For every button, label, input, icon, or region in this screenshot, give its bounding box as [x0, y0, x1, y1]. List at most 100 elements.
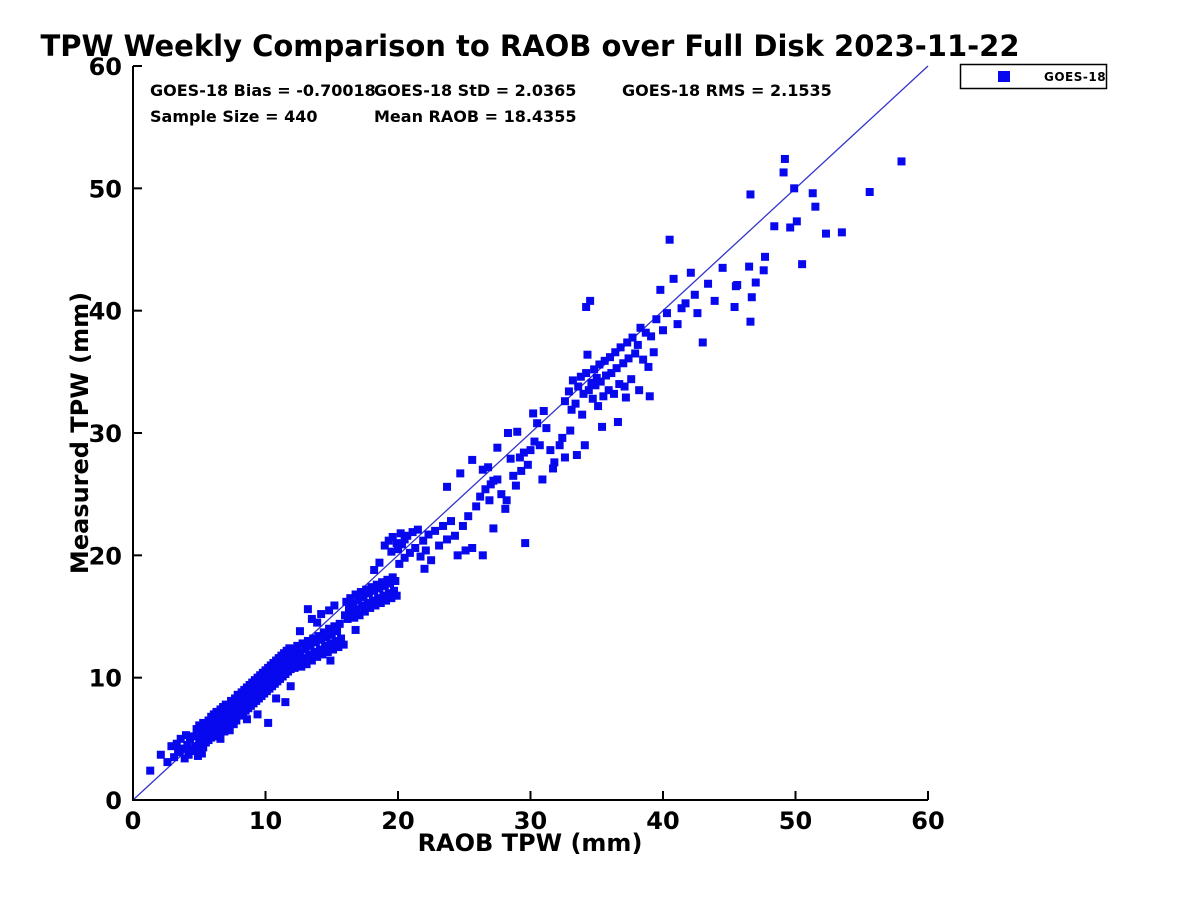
data-point [327, 630, 336, 639]
data-point [146, 766, 155, 775]
data-point [604, 386, 613, 395]
data-point [509, 471, 518, 480]
data-point [468, 455, 477, 464]
data-point [759, 266, 768, 275]
data-point [693, 309, 702, 318]
data-point [612, 364, 621, 373]
data-point [392, 539, 401, 548]
data-point [394, 545, 402, 554]
data-point [352, 605, 361, 614]
data-point [517, 466, 526, 475]
data-point [493, 443, 502, 452]
data-point [307, 614, 316, 623]
x-axis-label: RAOB TPW (mm) [418, 829, 643, 857]
data-point [337, 634, 346, 643]
data-point [558, 433, 567, 442]
data-point [443, 482, 452, 491]
data-point [167, 742, 176, 751]
data-point [600, 356, 609, 365]
data-point [343, 614, 352, 623]
data-point [628, 333, 637, 342]
data-point [376, 599, 385, 608]
data-point [595, 360, 604, 369]
data-point [456, 469, 465, 478]
x-tick-label: 20 [381, 807, 414, 835]
y-tick-label: 20 [89, 542, 122, 570]
data-point [481, 485, 490, 494]
data-point [216, 734, 225, 743]
tick-labels-layer: 0 10 20 30 40 50 60 0 10 20 30 40 50 60 [89, 53, 945, 835]
data-point [281, 698, 290, 707]
x-tick-label: 40 [646, 807, 679, 835]
data-point [730, 302, 739, 311]
data-point [458, 521, 467, 530]
data-point [526, 446, 535, 455]
data-point [303, 605, 312, 614]
data-point [294, 657, 303, 666]
data-point [317, 610, 326, 619]
data-point [347, 608, 356, 617]
data-point [299, 654, 308, 663]
data-point [189, 732, 198, 741]
data-point [290, 663, 299, 672]
data-point [533, 419, 542, 428]
data-point [478, 551, 487, 560]
data-point [503, 429, 512, 437]
data-point [443, 535, 452, 544]
data-point [535, 441, 544, 450]
data-point [302, 660, 311, 669]
y-tick-label: 0 [105, 787, 122, 815]
data-point [358, 601, 367, 610]
data-point [310, 647, 319, 656]
y-tick-label: 40 [89, 298, 122, 326]
data-point [317, 635, 326, 644]
y-tick-label: 60 [89, 53, 122, 81]
data-point [588, 394, 597, 403]
data-point [792, 217, 801, 226]
data-point [382, 596, 391, 605]
data-point [396, 529, 405, 538]
data-point [649, 348, 658, 357]
data-point [199, 743, 208, 752]
data-point [468, 543, 477, 552]
data-point [351, 590, 360, 599]
data-point [574, 382, 583, 391]
legend: GOES-18 [959, 63, 1108, 90]
data-point [364, 589, 373, 598]
data-point [761, 252, 770, 261]
data-point [550, 458, 559, 467]
data-point [413, 525, 422, 534]
data-point [644, 362, 653, 371]
data-point [647, 332, 656, 341]
data-point [359, 592, 368, 601]
data-point [515, 453, 524, 462]
data-point [354, 596, 363, 605]
data-point [447, 517, 455, 526]
data-point [253, 710, 262, 719]
y-axis-label: Measured TPW (mm) [66, 292, 94, 574]
data-point [225, 726, 234, 735]
data-point [786, 223, 795, 232]
data-point [305, 650, 314, 659]
data-point [566, 426, 575, 435]
data-point [375, 584, 384, 593]
data-point [363, 599, 372, 608]
y-tick-label: 50 [89, 175, 122, 203]
data-point [681, 299, 690, 308]
data-point [497, 490, 506, 499]
data-point [419, 536, 428, 545]
data-point [386, 579, 395, 588]
data-point [747, 293, 756, 302]
data-point [380, 581, 389, 590]
data-point [286, 650, 295, 659]
data-point [318, 650, 327, 659]
data-point [297, 662, 306, 671]
data-point [635, 386, 644, 395]
stat-mean-raob: Mean RAOB = 18.4355 [374, 107, 576, 126]
data-point [390, 586, 399, 595]
data-point [596, 377, 605, 386]
data-point [599, 392, 608, 401]
data-point [313, 618, 322, 627]
data-point [677, 304, 686, 313]
